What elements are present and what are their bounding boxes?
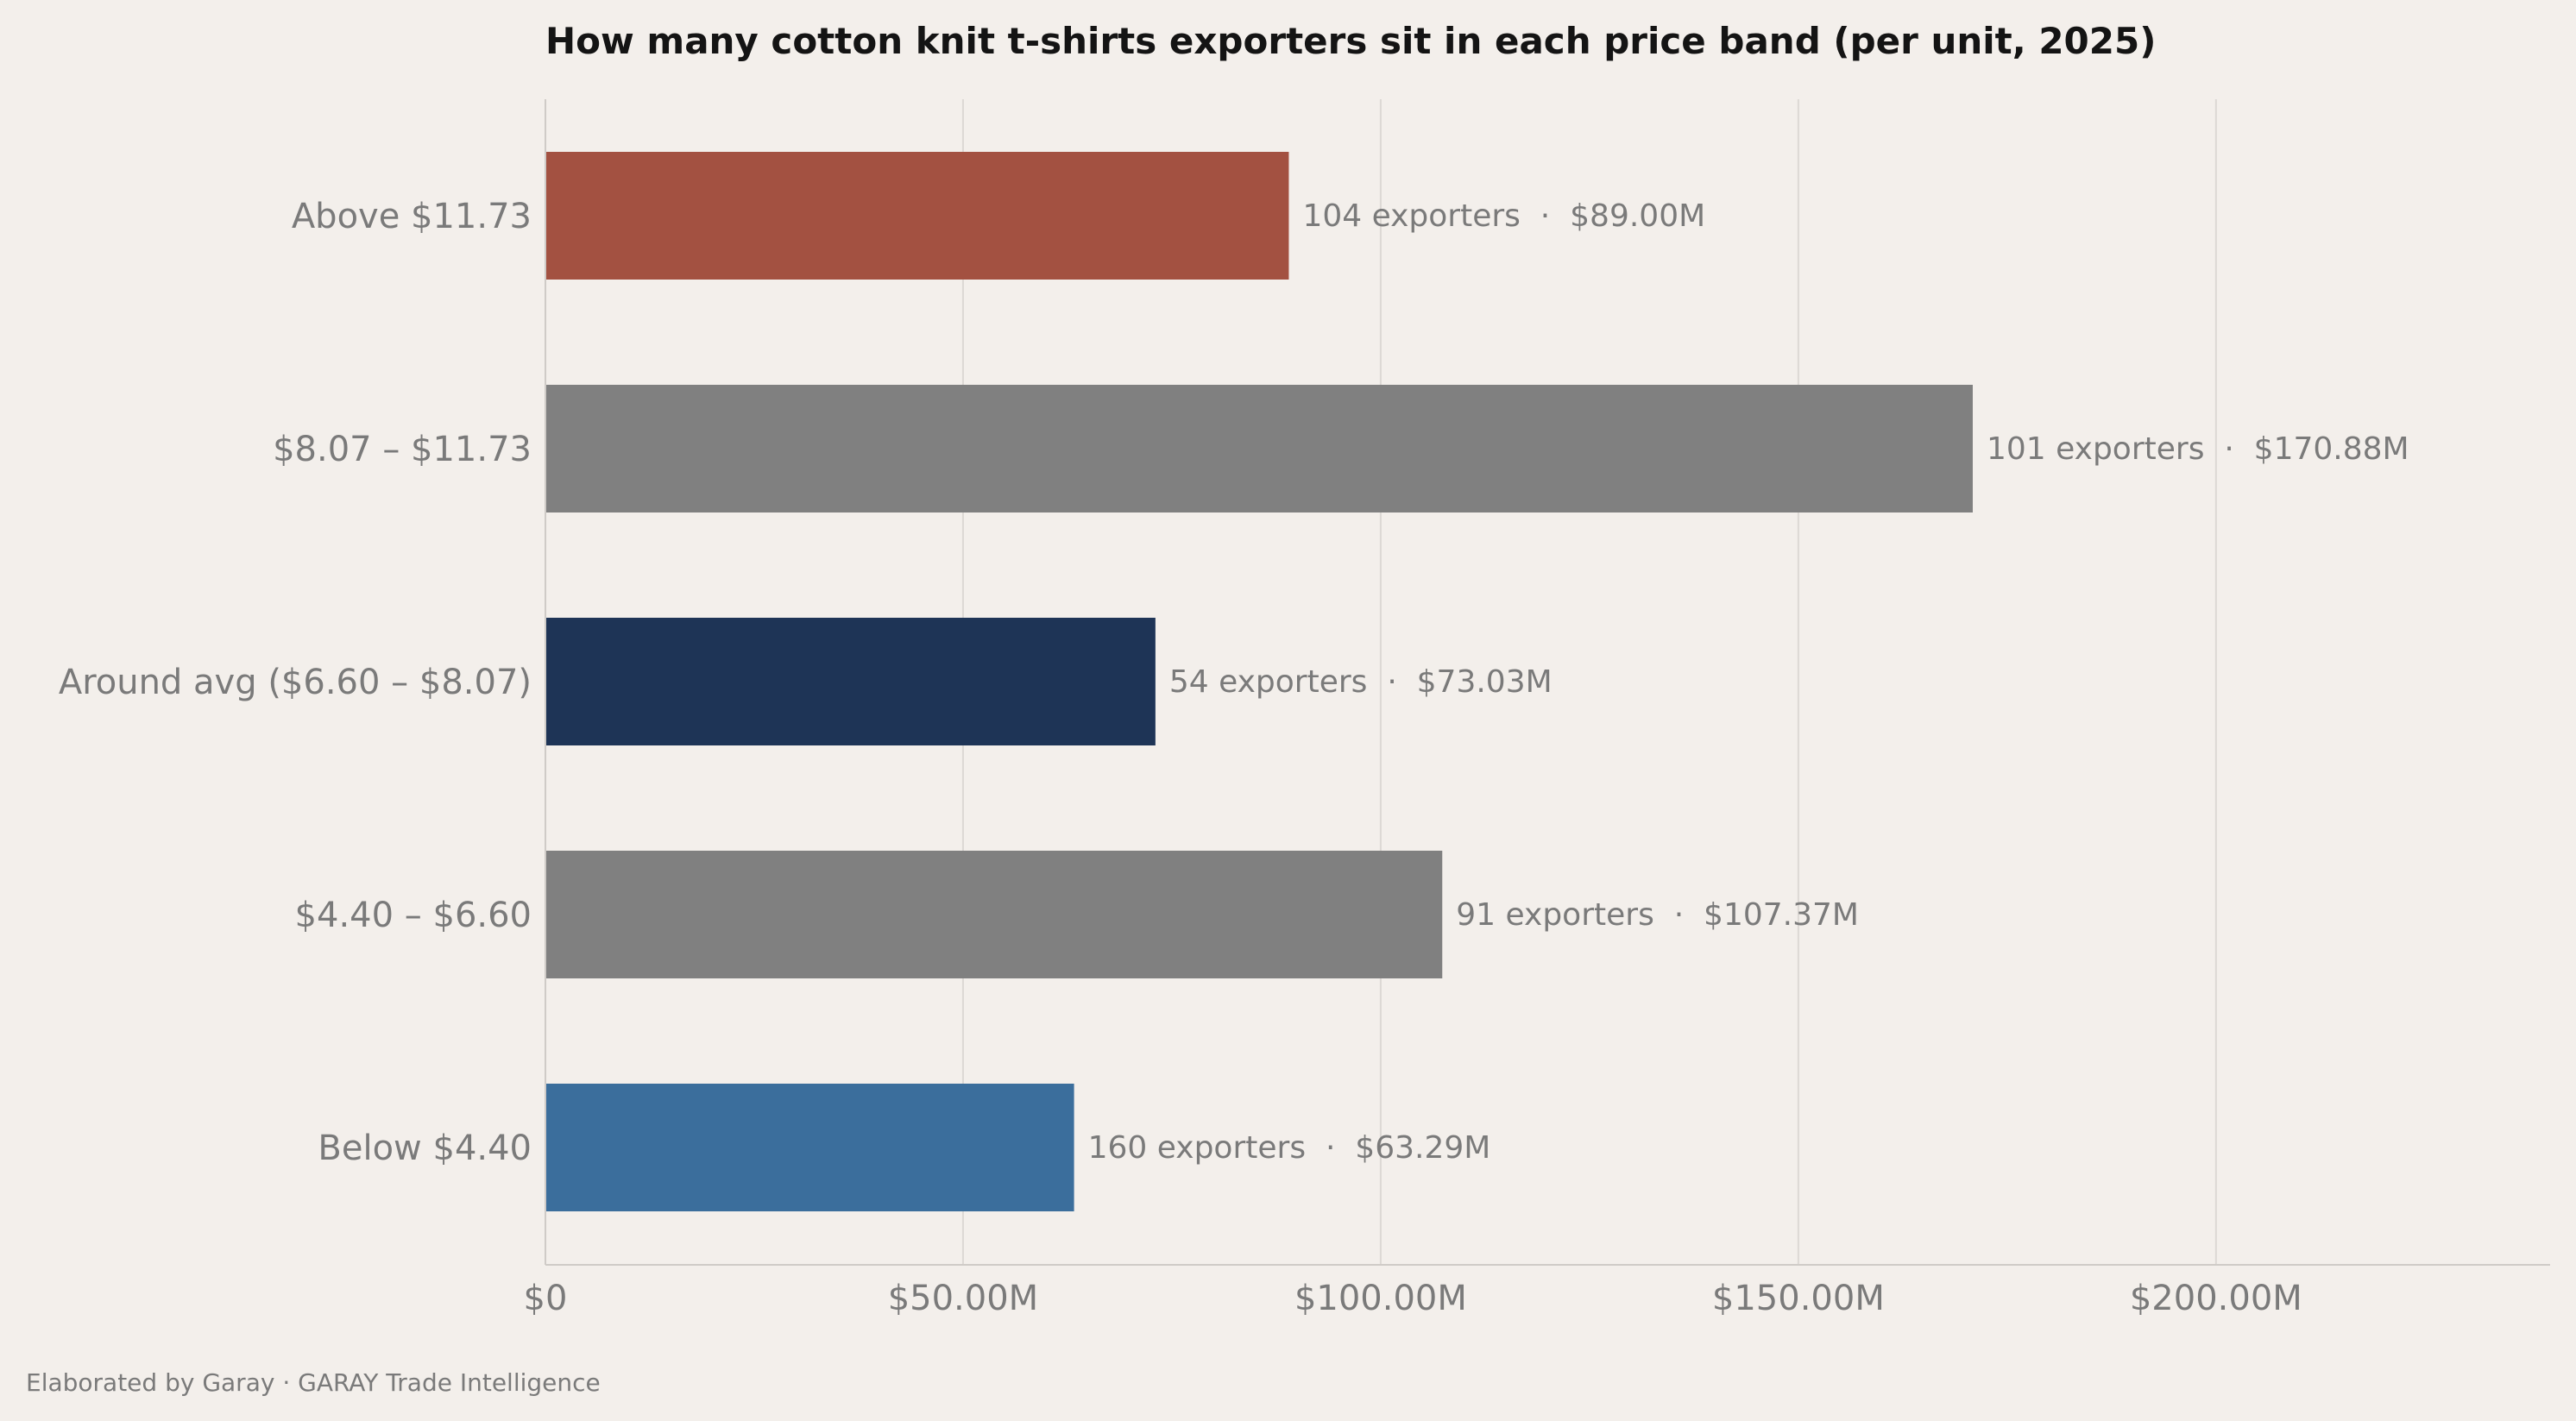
x-tick-label: $50.00M	[888, 1279, 1038, 1318]
category-label: Below $4.40	[318, 1129, 532, 1168]
axes: $0 $50.00M $100.00M $150.00M $200.00M Above $…	[59, 99, 2550, 1318]
footer-credit: Elaborated by Garay · GARAY Trade Intell…	[26, 1368, 601, 1397]
category-label: Above $11.73	[292, 197, 532, 236]
x-tick-label: $100.00M	[1294, 1279, 1467, 1318]
category-label: $8.07 – $11.73	[273, 430, 532, 469]
bar	[545, 152, 1289, 280]
x-tick-label: $0	[524, 1279, 568, 1318]
x-tick-label: $150.00M	[1712, 1279, 1885, 1318]
bars: 104 exporters · $89.00M 101 exporters · $…	[545, 152, 2409, 1211]
bar	[545, 851, 1443, 978]
bar	[545, 385, 1973, 512]
category-label: $4.40 – $6.60	[295, 896, 532, 935]
bar	[545, 1084, 1074, 1211]
bar-value-label: 54 exporters · $73.03M	[1169, 664, 1553, 700]
bar-value-label: 101 exporters · $170.88M	[1987, 431, 2409, 467]
chart-title: How many cotton knit t-shirts exporters …	[545, 20, 2156, 62]
bar-value-label: 104 exporters · $89.00M	[1302, 198, 1705, 234]
bar-value-label: 160 exporters · $63.29M	[1088, 1130, 1491, 1166]
category-label: Around avg ($6.60 – $8.07)	[59, 663, 532, 702]
bar-value-label: 91 exporters · $107.37M	[1456, 897, 1859, 933]
bar	[545, 618, 1156, 745]
x-tick-label: $200.00M	[2130, 1279, 2302, 1318]
